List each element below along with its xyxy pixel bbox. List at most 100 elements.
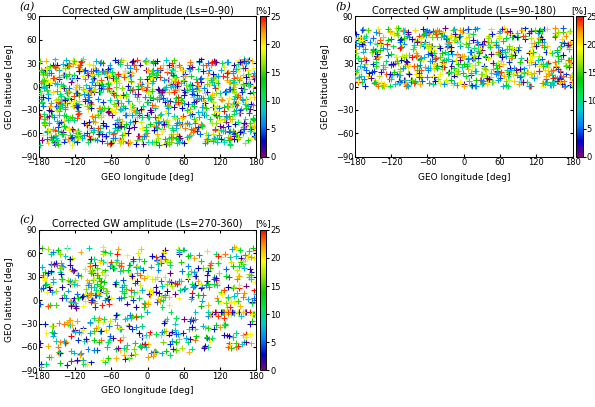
Point <box>455 54 464 61</box>
Point <box>171 125 181 131</box>
Point <box>128 119 137 125</box>
Point <box>506 50 516 57</box>
Point <box>478 47 487 53</box>
Point <box>158 128 167 135</box>
Point <box>45 302 54 308</box>
Point <box>121 112 131 118</box>
Point <box>183 252 193 259</box>
Point <box>171 99 180 106</box>
Point <box>181 82 191 89</box>
Point <box>145 292 154 298</box>
Point <box>161 99 170 105</box>
Point <box>162 66 172 72</box>
Point <box>243 58 253 64</box>
Point <box>535 35 544 41</box>
Point <box>367 69 377 75</box>
Point <box>230 95 239 102</box>
Point <box>459 83 469 89</box>
Point <box>202 75 211 81</box>
Point <box>171 330 181 337</box>
Point <box>118 333 128 340</box>
Point <box>121 111 130 118</box>
Point <box>428 28 437 34</box>
Point <box>184 68 194 75</box>
Point <box>451 57 461 63</box>
Point <box>123 74 133 81</box>
Point <box>396 44 405 50</box>
Point <box>89 346 98 353</box>
Point <box>40 282 50 289</box>
Point <box>205 265 215 271</box>
Point <box>89 75 98 82</box>
Point <box>198 108 208 114</box>
Point <box>115 59 125 65</box>
Point <box>450 36 460 43</box>
Point <box>162 139 172 145</box>
Point <box>57 295 67 302</box>
Point <box>159 248 169 255</box>
Point <box>203 302 212 308</box>
Point <box>558 29 568 35</box>
Point <box>158 87 168 94</box>
Point <box>164 135 174 141</box>
Point <box>229 83 239 90</box>
Point <box>76 352 85 358</box>
Point <box>463 56 472 63</box>
Y-axis label: GEO latitude [deg]: GEO latitude [deg] <box>5 258 14 342</box>
Point <box>367 75 376 81</box>
Point <box>129 85 138 92</box>
Point <box>105 141 115 147</box>
Point <box>124 97 134 104</box>
Point <box>36 67 45 74</box>
Point <box>486 44 495 50</box>
Point <box>156 350 166 357</box>
Point <box>54 141 63 147</box>
Point <box>201 282 211 288</box>
Point <box>104 109 113 116</box>
Point <box>240 100 250 107</box>
Point <box>37 264 47 270</box>
Point <box>480 53 490 59</box>
Point <box>487 31 496 37</box>
Point <box>211 59 221 66</box>
Point <box>107 106 117 113</box>
Point <box>184 326 194 332</box>
Point <box>87 83 96 90</box>
Point <box>403 28 413 35</box>
Point <box>240 57 250 63</box>
Point <box>152 139 161 145</box>
Point <box>242 102 251 109</box>
Point <box>487 70 496 77</box>
Point <box>101 267 110 274</box>
Point <box>166 70 176 76</box>
Point <box>142 273 152 279</box>
Point <box>219 332 228 339</box>
Point <box>386 50 396 57</box>
Point <box>134 330 143 336</box>
Point <box>392 30 401 36</box>
Point <box>120 293 129 300</box>
Point <box>96 108 105 114</box>
Point <box>183 339 192 346</box>
Point <box>486 38 496 45</box>
Point <box>52 81 62 88</box>
Point <box>235 247 245 253</box>
Point <box>223 309 233 315</box>
Point <box>533 29 543 36</box>
Point <box>400 28 409 34</box>
Point <box>115 105 125 112</box>
Point <box>114 324 124 331</box>
Point <box>145 98 154 104</box>
Point <box>378 45 387 51</box>
Point <box>186 252 195 258</box>
Point <box>67 114 77 120</box>
Point <box>428 52 437 58</box>
Point <box>203 280 213 287</box>
Point <box>80 98 90 104</box>
Point <box>71 90 81 96</box>
Point <box>64 138 74 145</box>
Point <box>162 107 171 114</box>
Point <box>81 286 90 293</box>
Point <box>172 131 181 137</box>
Point <box>227 116 237 123</box>
